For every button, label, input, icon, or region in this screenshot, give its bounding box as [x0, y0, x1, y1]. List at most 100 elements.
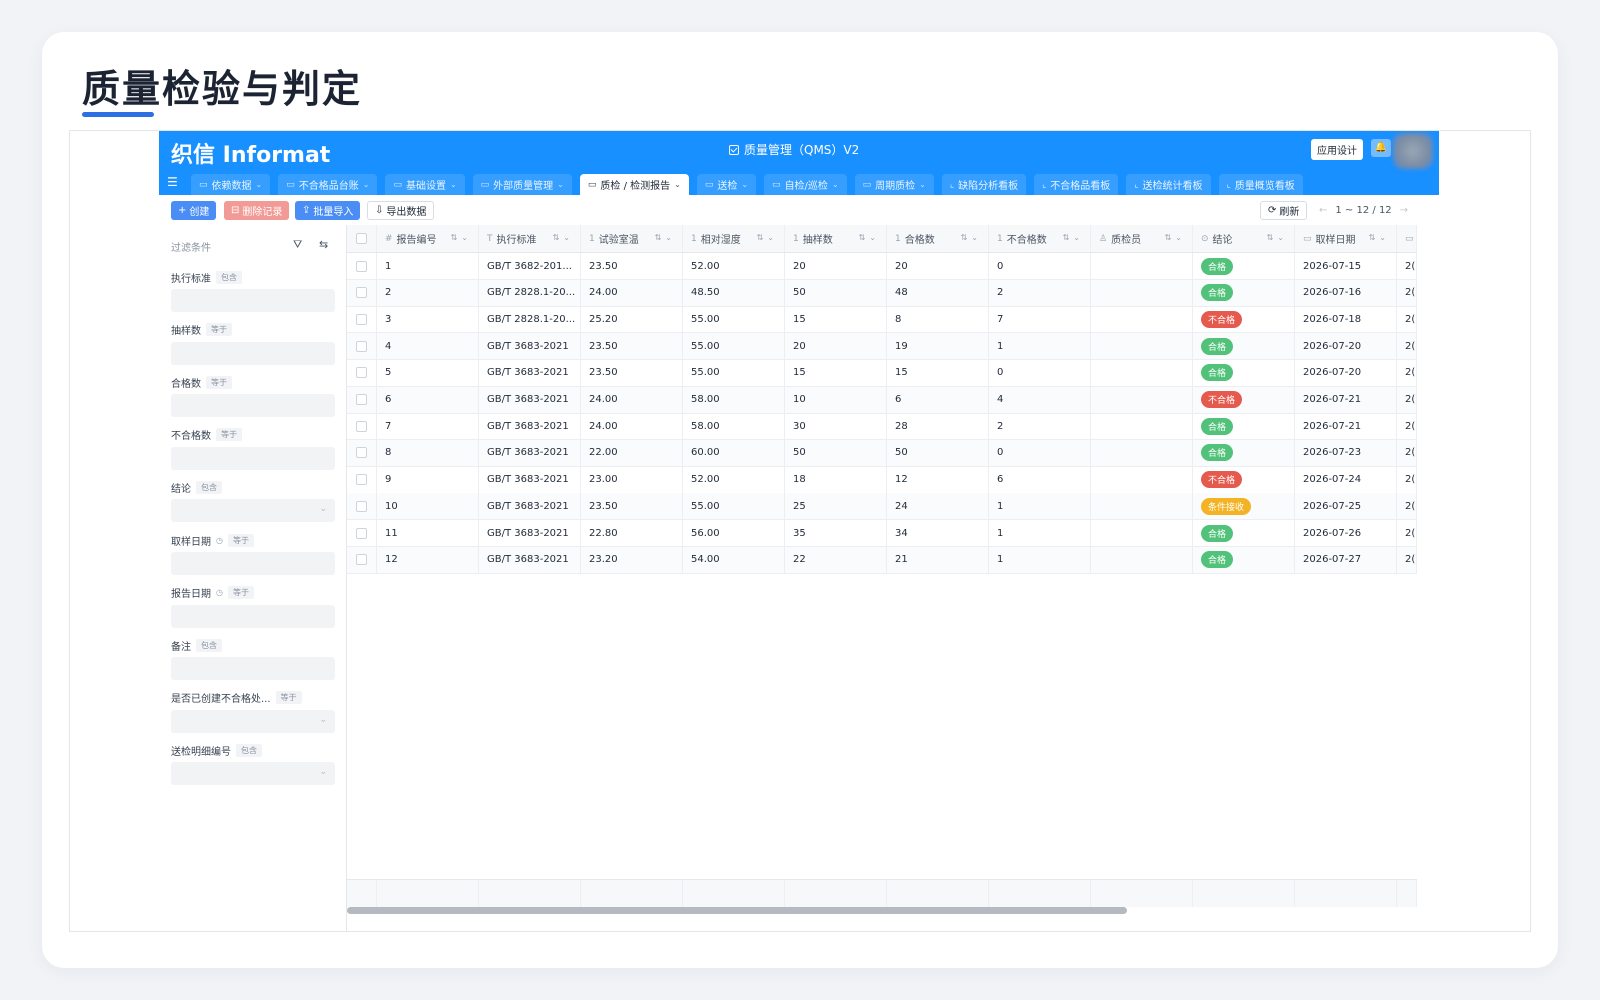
filter-select[interactable]: ⌄ — [171, 499, 335, 523]
filter-operator[interactable]: 包含 — [196, 638, 222, 652]
delete-records-button[interactable]: ⊟ 删除记录 — [224, 201, 290, 220]
sort-menu-icon[interactable]: ⇅⌄ — [654, 233, 676, 242]
filter-select[interactable]: ⌄ — [171, 709, 335, 733]
row-checkbox[interactable] — [356, 340, 367, 352]
sort-menu-icon[interactable]: ⇅⌄ — [960, 233, 982, 242]
table-row[interactable]: 3 GB/T 2828.1-20... 25.20 55.00 15 8 7 不合格 2026-… — [347, 306, 1417, 334]
filter-operator[interactable]: 包含 — [216, 270, 242, 284]
tab-6[interactable]: ▭ 送检 ⌄ — [696, 174, 757, 195]
row-checkbox[interactable] — [356, 313, 367, 325]
export-data-button[interactable]: ⇩ 导出数据 — [367, 201, 435, 220]
column-header[interactable]: # 报告编号 ⇅⌄ — [377, 225, 479, 252]
tab-5[interactable]: ▭ 质检 / 检测报告 ⌄ — [579, 174, 689, 195]
filter-operator[interactable]: 等于 — [227, 533, 254, 547]
table-row[interactable]: 9 GB/T 3683-2021 23.00 52.00 18 12 6 不合格 2026-07… — [347, 466, 1417, 494]
row-checkbox[interactable] — [356, 527, 367, 539]
table-row[interactable]: 1 GB/T 3682-201... 23.50 52.00 20 20 0 合格 2026-0… — [347, 253, 1417, 280]
filter-input[interactable] — [171, 552, 335, 575]
bulk-import-button[interactable]: ⇪ 批量导入 — [295, 201, 361, 220]
filter-input[interactable] — [171, 341, 335, 365]
table-row[interactable]: 7 GB/T 3683-2021 24.00 58.00 30 28 2 合格 2026-07-… — [347, 413, 1417, 441]
filter-input[interactable] — [171, 394, 335, 418]
prev-page-icon[interactable]: ← — [1319, 205, 1328, 216]
table-row[interactable]: 2 GB/T 2828.1-20... 24.00 48.50 50 48 2 合格 2026-… — [347, 279, 1417, 307]
avatar[interactable] — [1393, 133, 1433, 169]
sort-menu-icon[interactable]: ⇅⌄ — [1368, 233, 1390, 242]
filter-operator[interactable]: 等于 — [206, 375, 232, 389]
swap-icon[interactable]: ⇆ — [319, 238, 329, 251]
column-header[interactable]: 1 不合格数 ⇅⌄ — [989, 225, 1091, 252]
menu-icon[interactable]: ☰ — [167, 175, 178, 189]
column-header[interactable]: T 执行标准 ⇅⌄ — [479, 225, 581, 252]
horizontal-scrollbar[interactable] — [347, 907, 1127, 914]
tab-1[interactable]: ▭ 依赖数据 ⌄ — [191, 174, 271, 195]
table-row[interactable]: 10 GB/T 3683-2021 23.50 55.00 25 24 1 条件接收 2026-… — [347, 493, 1417, 521]
column-header[interactable]: ♙ 质检员 ⇅⌄ — [1091, 225, 1193, 252]
pagination: ← 1 ~ 12 / 12 → — [1319, 205, 1408, 216]
table-row[interactable]: 5 GB/T 3683-2021 23.50 55.00 15 15 0 合格 2026-07-… — [347, 359, 1417, 387]
summary-cell — [785, 880, 887, 907]
filter-operator[interactable]: 等于 — [216, 428, 242, 442]
row-checkbox[interactable] — [356, 287, 367, 299]
funnel-icon[interactable]: ⛛ — [293, 238, 303, 251]
filter-operator[interactable]: 包含 — [236, 743, 262, 757]
bell-icon[interactable]: 🔔 — [1371, 139, 1391, 157]
cell-std: GB/T 3683-2021 — [479, 546, 581, 573]
row-checkbox[interactable] — [356, 260, 367, 272]
filter-input[interactable] — [171, 289, 335, 312]
filter-operator[interactable]: 等于 — [206, 323, 232, 337]
app-design-button[interactable]: 应用设计 — [1311, 139, 1363, 160]
cell-date: 2026-07-20 — [1295, 333, 1397, 360]
filter-input[interactable] — [171, 604, 335, 628]
tab-2[interactable]: ▭ 不合格品台账 ⌄ — [278, 174, 378, 195]
sort-menu-icon[interactable]: ⇅⌄ — [1062, 233, 1084, 242]
sort-menu-icon[interactable]: ⇅⌄ — [1266, 233, 1288, 242]
column-header[interactable]: 1 抽样数 ⇅⌄ — [785, 225, 887, 252]
table-row[interactable]: 12 GB/T 3683-2021 23.20 54.00 22 21 1 合格 2026-07… — [347, 546, 1417, 574]
select-all-checkbox[interactable] — [356, 233, 367, 244]
filter-select[interactable]: ⌄ — [171, 762, 335, 786]
row-checkbox[interactable] — [356, 367, 367, 379]
create-button[interactable]: + 创建 — [171, 201, 217, 220]
table-row[interactable]: 4 GB/T 3683-2021 23.50 55.00 20 19 1 合格 2026-07-… — [347, 333, 1417, 361]
row-checkbox[interactable] — [356, 420, 367, 432]
column-header[interactable]: ▭ 取样日期 ⇅⌄ — [1295, 225, 1397, 252]
row-checkbox[interactable] — [356, 554, 367, 566]
cell-value: 2026-07-27 — [1303, 554, 1362, 566]
refresh-button[interactable]: ⟳ 刷新 — [1260, 201, 1308, 220]
tab-4[interactable]: ▭ 外部质量管理 ⌄ — [472, 174, 572, 195]
table-row[interactable]: 8 GB/T 3683-2021 22.00 60.00 50 50 0 合格 2026-07-… — [347, 439, 1417, 467]
table-row[interactable]: 6 GB/T 3683-2021 24.00 58.00 10 6 4 不合格 2026-07-… — [347, 386, 1417, 414]
filter-operator[interactable]: 等于 — [275, 691, 302, 705]
tab-9[interactable]: ⌞ 缺陷分析看板 — [941, 174, 1027, 195]
tab-12[interactable]: ⌞ 质量概览看板 — [1218, 174, 1303, 195]
row-checkbox[interactable] — [356, 447, 367, 459]
sort-menu-icon[interactable]: ⇅⌄ — [450, 233, 472, 242]
tab-label: 质检 / 检测报告 — [600, 181, 671, 192]
tab-3[interactable]: ▭ 基础设置 ⌄ — [385, 174, 465, 195]
column-header[interactable]: 1 合格数 ⇅⌄ — [887, 225, 989, 252]
tab-8[interactable]: ▭ 周期质检 ⌄ — [854, 174, 934, 195]
row-checkbox[interactable] — [356, 474, 367, 486]
cell-value: GB/T 3683-2021 — [487, 394, 569, 405]
sort-menu-icon[interactable]: ⇅⌄ — [756, 233, 778, 242]
column-header[interactable]: 1 相对湿度 ⇅⌄ — [683, 225, 785, 252]
sort-menu-icon[interactable]: ⇅⌄ — [1164, 233, 1186, 242]
filter-input[interactable] — [171, 446, 335, 470]
tab-7[interactable]: ▭ 自检/巡检 ⌄ — [764, 174, 847, 195]
filter-operator[interactable]: 等于 — [227, 586, 254, 600]
row-checkbox[interactable] — [356, 500, 367, 512]
cell-hum: 58.00 — [683, 386, 785, 413]
filter-input[interactable] — [171, 657, 335, 681]
tab-11[interactable]: ⌞ 送检统计看板 — [1126, 174, 1211, 195]
tab-10[interactable]: ⌞ 不合格品看板 — [1034, 174, 1119, 195]
sort-menu-icon[interactable]: ⇅⌄ — [858, 233, 880, 242]
table-row[interactable]: 11 GB/T 3683-2021 22.80 56.00 35 34 1 合格 2026-07… — [347, 520, 1417, 547]
next-page-icon[interactable]: → — [1399, 205, 1409, 216]
filter-operator[interactable]: 包含 — [196, 480, 222, 494]
row-checkbox[interactable] — [356, 394, 367, 405]
sort-menu-icon[interactable]: ⇅⌄ — [552, 233, 574, 242]
column-header[interactable]: ⊙ 结论 ⇅⌄ — [1193, 225, 1295, 252]
select-all-cell — [347, 225, 377, 252]
column-header[interactable]: 1 试验室温 ⇅⌄ — [581, 225, 683, 252]
